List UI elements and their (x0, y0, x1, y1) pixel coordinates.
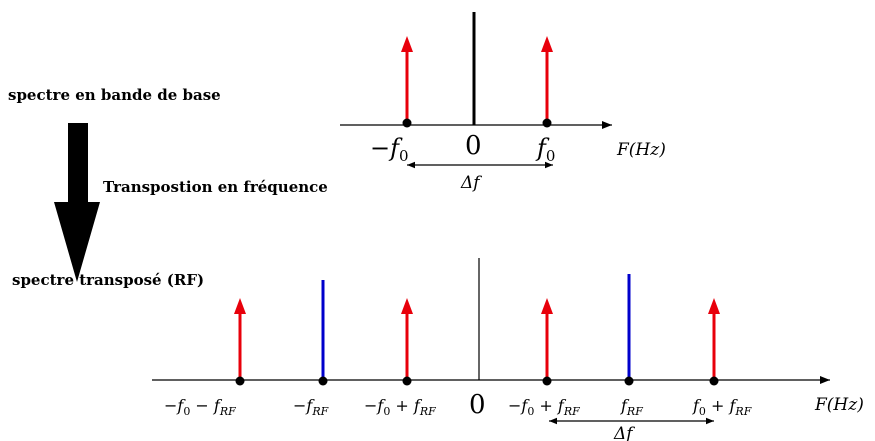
bottom-tick-5: −f0 + fRF (508, 396, 580, 418)
transposition-arrow-icon (54, 123, 100, 282)
bottom-tick-7: f0 + fRF (692, 396, 752, 418)
bottom-arrow-3 (541, 298, 553, 386)
bottom-carrier-pos (624, 274, 634, 386)
top-delta-label: Δf (460, 173, 482, 193)
bottom-carrier-neg (318, 280, 328, 386)
baseband-label: spectre en bande de base (8, 86, 221, 104)
top-axis-label: F(Hz) (616, 140, 666, 160)
bottom-tick-1: −f0 − fRF (164, 396, 236, 418)
bottom-delta-label: Δf (613, 424, 635, 441)
bottom-tick-2: −fRF (293, 396, 329, 418)
transposition-label: Transpostion en fréquence (103, 178, 328, 196)
bottom-arrow-2 (401, 298, 413, 386)
bottom-tick-zero: 0 (469, 390, 486, 420)
top-arrow-pos-f0 (541, 36, 553, 128)
bottom-arrow-4 (708, 298, 720, 386)
top-arrow-neg-f0 (401, 36, 413, 128)
transposed-label: spectre transposé (RF) (12, 271, 204, 289)
bottom-tick-6: fRF (620, 396, 643, 418)
baseband-spectrum: −f0 0 f0 F(Hz) Δf (340, 12, 666, 193)
top-tick-neg-f0: −f0 (370, 134, 409, 165)
bottom-axis-label: F(Hz) (814, 395, 864, 415)
transposed-spectrum: −f0 − fRF −fRF −f0 + fRF 0 −f0 + fRF fRF… (152, 258, 864, 441)
top-tick-pos-f0: f0 (535, 134, 555, 165)
bottom-tick-3: −f0 + fRF (364, 396, 436, 418)
top-tick-zero: 0 (465, 131, 482, 161)
bottom-arrow-1 (234, 298, 246, 386)
